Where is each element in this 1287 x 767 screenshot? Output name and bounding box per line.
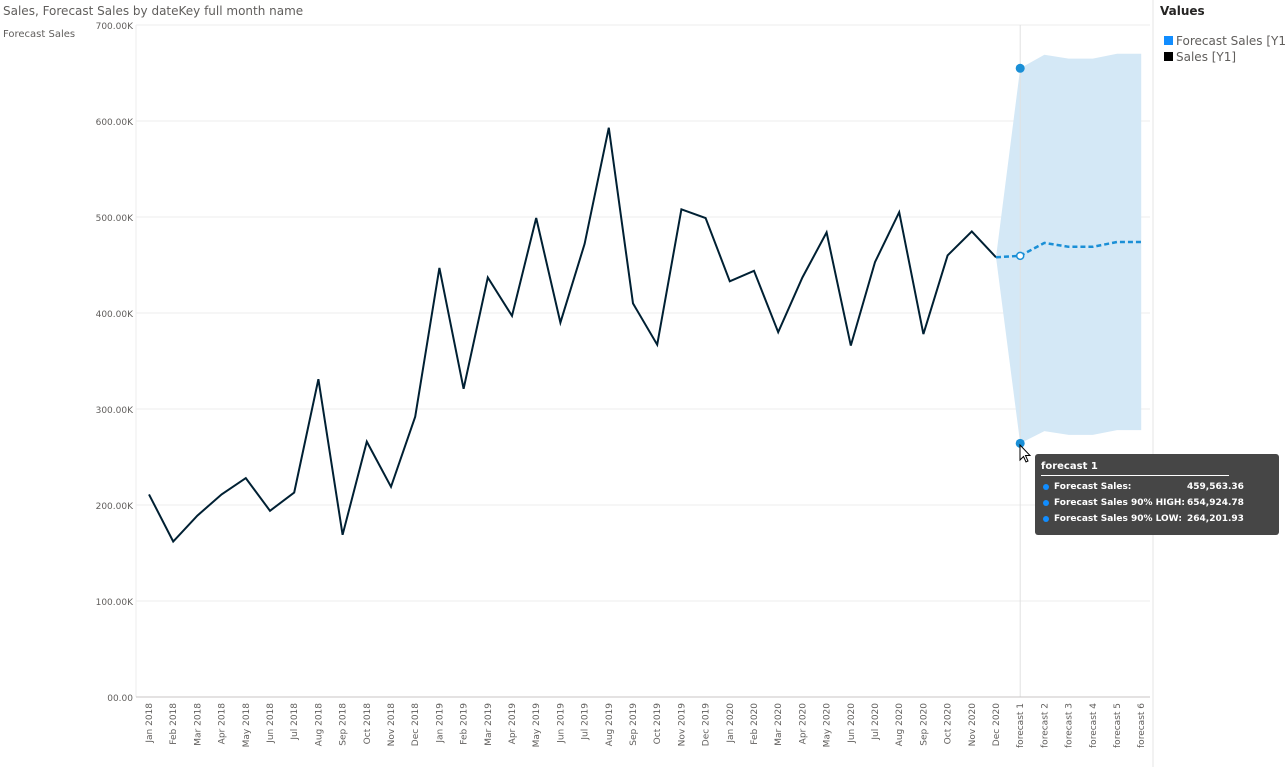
tooltip: forecast 1 Forecast Sales: 459,563.36 Fo…: [1035, 454, 1279, 535]
tooltip-value: 459,563.36: [1187, 482, 1244, 492]
x-tick-label: Jan 2019: [435, 703, 445, 744]
series-lines: [148, 127, 1142, 544]
gridlines: [136, 24, 1150, 602]
chart-title: Sales, Forecast Sales by dateKey full mo…: [3, 4, 303, 18]
cursor-pointer-icon: [1019, 443, 1032, 463]
series-points[interactable]: [1015, 63, 1025, 448]
legend-title: Values: [1160, 4, 1205, 18]
sales-line: [148, 127, 997, 544]
tooltip-dot-icon: [1043, 484, 1049, 490]
y-tick-label: 300.00K: [96, 406, 134, 416]
x-tick-label: Sep 2018: [339, 703, 349, 746]
tooltip-row: Forecast Sales 90% LOW: 264,201.93: [1041, 511, 1273, 527]
x-tick-label: May 2020: [823, 703, 833, 748]
y-tick-label: 400.00K: [96, 310, 134, 320]
tooltip-dot-icon: [1043, 500, 1049, 506]
x-tick-label: forecast 2: [1040, 703, 1050, 748]
x-tick-label: Mar 2018: [193, 703, 203, 746]
y-axis: 00.00 100.00K 200.00K 300.00K 400.00K 500.00K…: [96, 22, 137, 704]
x-tick-label: Dec 2019: [702, 703, 712, 746]
x-tick-label: May 2018: [242, 703, 252, 748]
x-tick-label: Aug 2020: [895, 703, 905, 747]
x-tick-label: forecast 3: [1065, 703, 1075, 748]
x-tick-label: Jun 2020: [847, 703, 857, 744]
tooltip-row: Forecast Sales 90% HIGH: 654,924.78: [1041, 495, 1273, 511]
x-tick-label: Jul 2020: [871, 703, 881, 741]
tooltip-row: Forecast Sales: 459,563.36: [1041, 479, 1273, 495]
x-tick-label: Mar 2019: [484, 703, 494, 746]
x-tick-label: forecast 1: [1016, 703, 1026, 748]
tooltip-label: Forecast Sales 90% HIGH:: [1054, 498, 1186, 508]
x-tick-label: Dec 2020: [992, 703, 1002, 746]
x-tick-label: forecast 4: [1089, 703, 1099, 748]
x-tick-label: Feb 2018: [169, 703, 179, 745]
forecast-point[interactable]: [1015, 251, 1025, 261]
x-tick-label: Apr 2018: [218, 703, 228, 745]
tooltip-value: 654,924.78: [1187, 498, 1244, 508]
x-tick-label: Nov 2018: [387, 703, 397, 747]
forecast-90-band: [996, 53, 1142, 444]
y-tick-label: 600.00K: [96, 118, 134, 128]
legend: Values Forecast Sales [Y1] Sales [Y1]: [1160, 4, 1287, 64]
tooltip-label: Forecast Sales:: [1054, 482, 1132, 492]
tooltip-value: 264,201.93: [1187, 514, 1244, 524]
tooltip-dot-icon: [1043, 516, 1049, 522]
x-tick-label: Oct 2018: [363, 703, 373, 745]
y-axis-title: Forecast Sales: [3, 29, 75, 40]
x-tick-label: forecast 6: [1137, 703, 1147, 748]
x-tick-label: Jan 2020: [726, 703, 736, 744]
x-tick-label: Jun 2019: [556, 703, 566, 744]
x-tick-label: Mar 2020: [774, 703, 784, 746]
y-tick-label: 00.00: [107, 694, 133, 704]
x-tick-label: Oct 2019: [653, 703, 663, 745]
x-tick-label: Sep 2020: [919, 703, 929, 746]
forecast-high-point[interactable]: [1015, 63, 1025, 73]
x-tick-label: Nov 2020: [968, 703, 978, 747]
y-tick-label: 200.00K: [96, 502, 134, 512]
legend-item-forecast-sales[interactable]: Forecast Sales [Y1]: [1176, 34, 1287, 48]
forecast-low-point[interactable]: [1015, 438, 1025, 448]
x-tick-label: May 2019: [532, 703, 542, 748]
x-tick-label: Aug 2018: [314, 703, 324, 747]
x-tick-label: Sep 2019: [629, 703, 639, 746]
x-tick-label: Feb 2020: [750, 703, 760, 745]
x-tick-label: Jul 2018: [290, 703, 300, 741]
x-tick-label: Nov 2019: [677, 703, 687, 747]
x-tick-label: Apr 2019: [508, 703, 518, 745]
legend-swatch-sales: [1164, 52, 1173, 61]
x-tick-label: Oct 2020: [944, 703, 954, 745]
x-tick-label: Aug 2019: [605, 703, 615, 747]
y-tick-label: 500.00K: [96, 214, 134, 224]
x-tick-label: Dec 2018: [411, 703, 421, 746]
x-tick-label: Jan 2018: [145, 703, 155, 744]
tooltip-label: Forecast Sales 90% LOW:: [1054, 514, 1182, 524]
y-tick-label: 100.00K: [96, 598, 134, 608]
x-tick-label: Feb 2019: [460, 703, 470, 745]
x-tick-label: Jul 2019: [581, 703, 591, 741]
y-tick-label: 700.00K: [96, 22, 134, 32]
x-tick-label: forecast 5: [1113, 703, 1123, 748]
tooltip-title: forecast 1: [1041, 461, 1229, 476]
x-tick-label: Jun 2018: [266, 703, 276, 744]
x-axis: Jan 2018 Feb 2018 Mar 2018 Apr 2018 May 2018…: [136, 696, 1150, 748]
confidence-band: [996, 25, 1142, 697]
legend-item-sales[interactable]: Sales [Y1]: [1176, 50, 1236, 64]
x-tick-label: Apr 2020: [798, 703, 808, 745]
legend-swatch-forecast: [1164, 36, 1173, 45]
